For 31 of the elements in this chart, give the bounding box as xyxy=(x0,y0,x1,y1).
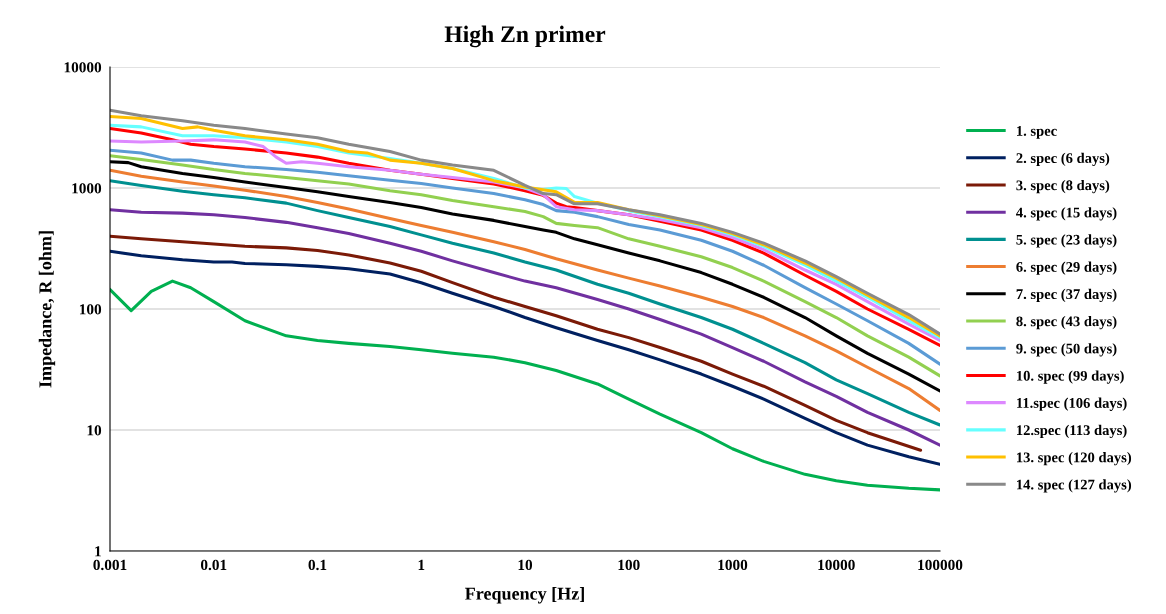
legend-label: 14. spec (127 days) xyxy=(1017,479,1132,493)
y-tick-label: 10 xyxy=(87,425,102,436)
x-tick-label: 100000 xyxy=(918,559,963,571)
legend-label: 1. spec xyxy=(1017,126,1057,139)
y-tick-label: 1 xyxy=(95,546,101,557)
legend-label: 8. spec (43 days) xyxy=(1016,316,1117,330)
legend-label: 12.spec (113 days) xyxy=(1017,424,1127,439)
y-axis-title: Impedance, R [ohm] xyxy=(38,231,56,388)
chart-title: High Zn primer xyxy=(444,25,606,48)
x-axis-title: Frequency [Hz] xyxy=(465,587,584,604)
legend-label: 4. spec (15 days) xyxy=(1016,207,1117,221)
legend-label: 6. spec (29 days) xyxy=(1016,261,1117,275)
legend-label: 5. spec (23 days) xyxy=(1016,234,1117,248)
legend-label: 7. spec (37 days) xyxy=(1016,288,1117,303)
x-tick-label: 0.001 xyxy=(93,559,127,571)
legend-label: 3. spec (8 days) xyxy=(1016,179,1110,194)
x-tick-label: 1 xyxy=(418,559,425,570)
x-tick-label: 10000 xyxy=(818,559,855,571)
legend-label: 11.spec (106 days) xyxy=(1017,397,1127,411)
y-tick-label: 100 xyxy=(79,304,102,315)
y-tick-label: 1000 xyxy=(72,183,102,194)
legend-label: 2. spec (6 days) xyxy=(1016,152,1110,167)
legend-label: 10. spec (99 days) xyxy=(1017,370,1124,384)
x-tick-label: 100 xyxy=(618,559,640,571)
x-tick-label: 0.1 xyxy=(308,559,327,571)
legend-label: 13. spec (120 days) xyxy=(1017,452,1132,466)
y-tick-label: 10000 xyxy=(64,62,102,73)
x-tick-label: 1000 xyxy=(718,559,748,571)
x-tick-label: 0.01 xyxy=(200,559,227,571)
legend-label: 9. spec (50 days) xyxy=(1016,343,1117,357)
x-tick-label: 10 xyxy=(518,559,533,571)
